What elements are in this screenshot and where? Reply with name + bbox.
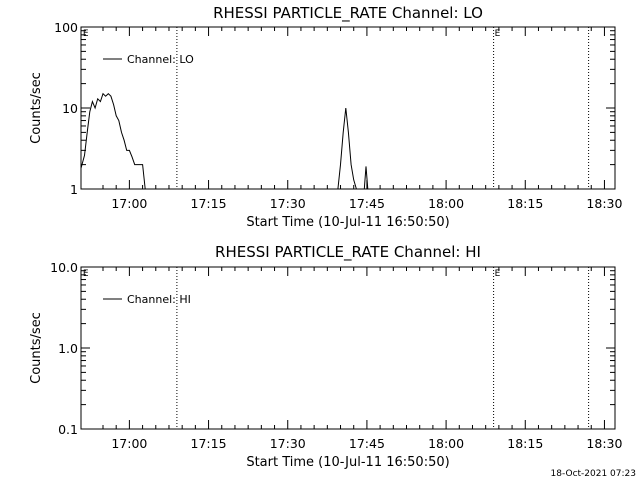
y-tick-label: 10.0 [50, 260, 78, 275]
plot-frame [80, 266, 616, 430]
y-axis-label: Counts/sec [29, 72, 44, 144]
y-tick-label: 100 [54, 20, 78, 35]
x-ticks [102, 267, 605, 429]
legend-entry: Channel: LO [127, 53, 194, 66]
y-tick-label: 10 [62, 101, 78, 116]
chart-panel-hi: RHESSI PARTICLE_RATE Channel: HI 0.1 1.0 10… [29, 243, 622, 470]
y-tick-label: 1 [70, 182, 78, 197]
x-tick-label: 17:15 [191, 196, 227, 211]
footer-timestamp: 18-Oct-2021 07:23 [551, 469, 636, 479]
series-line-segment [81, 92, 146, 189]
x-axis-label: Start Time (10-Jul-11 16:50:50) [246, 455, 449, 470]
legend-entry: Channel: HI [127, 293, 191, 306]
y-ticks [81, 266, 615, 430]
x-tick-label: 18:30 [586, 196, 622, 211]
legend: Channel: HI [103, 293, 191, 306]
chart-title: RHESSI PARTICLE_RATE Channel: LO [213, 4, 483, 23]
event-marker-label: E [495, 29, 501, 39]
x-tick-label: 17:15 [191, 436, 227, 451]
series-line-segment [363, 166, 369, 189]
y-axis-label: Counts/sec [29, 312, 44, 384]
event-marker-label: E [83, 29, 89, 39]
x-tick-label: 17:00 [111, 196, 147, 211]
legend: Channel: LO [103, 53, 194, 66]
x-ticks [102, 27, 605, 189]
y-tick-label: 0.1 [58, 422, 78, 437]
event-marker-label: E [495, 269, 501, 279]
x-tick-label: 17:30 [270, 436, 306, 451]
x-tick-label: 17:45 [349, 196, 385, 211]
chart-title: RHESSI PARTICLE_RATE Channel: HI [215, 243, 481, 262]
event-marker-label: E [83, 269, 89, 279]
x-tick-label: 17:30 [270, 196, 306, 211]
y-ticks [81, 26, 615, 190]
x-tick-label: 17:45 [349, 436, 385, 451]
chart-panel-lo: RHESSI PARTICLE_RATE Channel: LO 1 10 100 17… [29, 4, 622, 230]
y-tick-label: 1.0 [58, 341, 78, 356]
x-tick-label: 17:00 [111, 436, 147, 451]
x-tick-label: 18:00 [428, 436, 464, 451]
x-tick-label: 18:15 [507, 196, 543, 211]
series-0 [81, 92, 369, 189]
x-tick-label: 18:30 [586, 436, 622, 451]
x-axis-label: Start Time (10-Jul-11 16:50:50) [246, 215, 449, 230]
series-line-segment [337, 107, 357, 189]
x-tick-label: 18:15 [507, 436, 543, 451]
x-tick-label: 18:00 [428, 196, 464, 211]
plot-frame [80, 26, 616, 190]
